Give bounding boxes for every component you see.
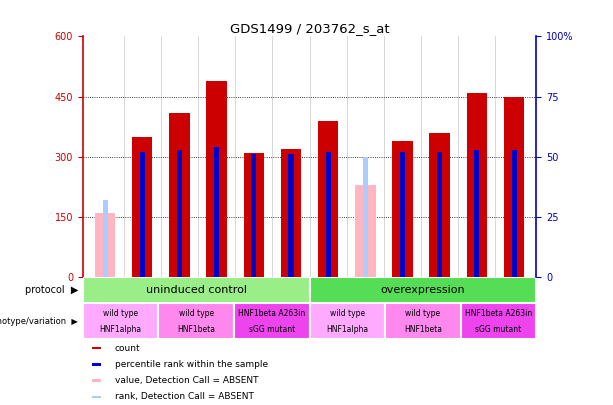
Text: HNF1beta A263in: HNF1beta A263in bbox=[238, 309, 305, 318]
Bar bbox=[474, 149, 479, 277]
Bar bbox=[102, 200, 108, 277]
Bar bbox=[437, 152, 442, 277]
Text: rank, Detection Call = ABSENT: rank, Detection Call = ABSENT bbox=[115, 392, 253, 401]
Bar bbox=[504, 97, 524, 277]
Bar bbox=[92, 396, 101, 398]
Bar bbox=[83, 277, 310, 303]
Bar bbox=[158, 303, 234, 339]
Bar bbox=[289, 154, 294, 277]
Bar bbox=[511, 149, 517, 277]
Bar bbox=[132, 137, 153, 277]
Text: wild type: wild type bbox=[178, 309, 214, 318]
Bar bbox=[461, 303, 536, 339]
Bar bbox=[318, 121, 338, 277]
Bar bbox=[83, 303, 158, 339]
Text: HNF1alpha: HNF1alpha bbox=[99, 324, 142, 334]
Bar bbox=[234, 303, 310, 339]
Bar bbox=[243, 153, 264, 277]
Text: percentile rank within the sample: percentile rank within the sample bbox=[115, 360, 268, 369]
Text: sGG mutant: sGG mutant bbox=[249, 324, 295, 334]
Bar bbox=[430, 133, 450, 277]
Text: HNF1alpha: HNF1alpha bbox=[326, 324, 368, 334]
Bar bbox=[363, 157, 368, 277]
Text: HNF1beta A263in: HNF1beta A263in bbox=[465, 309, 532, 318]
Bar bbox=[281, 149, 301, 277]
Bar bbox=[392, 141, 413, 277]
Bar bbox=[310, 277, 536, 303]
Text: protocol  ▶: protocol ▶ bbox=[25, 285, 78, 295]
Bar bbox=[207, 81, 227, 277]
Text: overexpression: overexpression bbox=[381, 285, 465, 295]
Bar bbox=[385, 303, 461, 339]
Bar bbox=[92, 363, 101, 366]
Text: genotype/variation  ▶: genotype/variation ▶ bbox=[0, 317, 78, 326]
Bar bbox=[95, 213, 115, 277]
Bar bbox=[92, 379, 101, 382]
Text: HNF1beta: HNF1beta bbox=[177, 324, 215, 334]
Bar bbox=[310, 303, 385, 339]
Bar bbox=[326, 152, 330, 277]
Title: GDS1499 / 203762_s_at: GDS1499 / 203762_s_at bbox=[230, 22, 389, 35]
Bar bbox=[140, 152, 145, 277]
Text: wild type: wild type bbox=[405, 309, 441, 318]
Text: sGG mutant: sGG mutant bbox=[476, 324, 522, 334]
Text: uninduced control: uninduced control bbox=[146, 285, 246, 295]
Bar bbox=[355, 185, 376, 277]
Text: wild type: wild type bbox=[103, 309, 138, 318]
Bar bbox=[466, 93, 487, 277]
Bar bbox=[400, 152, 405, 277]
Bar bbox=[251, 154, 256, 277]
Bar bbox=[169, 113, 189, 277]
Bar bbox=[92, 347, 101, 350]
Text: wild type: wild type bbox=[330, 309, 365, 318]
Text: count: count bbox=[115, 344, 140, 353]
Bar bbox=[214, 147, 219, 277]
Text: HNF1beta: HNF1beta bbox=[404, 324, 442, 334]
Bar bbox=[177, 149, 182, 277]
Text: value, Detection Call = ABSENT: value, Detection Call = ABSENT bbox=[115, 376, 258, 385]
